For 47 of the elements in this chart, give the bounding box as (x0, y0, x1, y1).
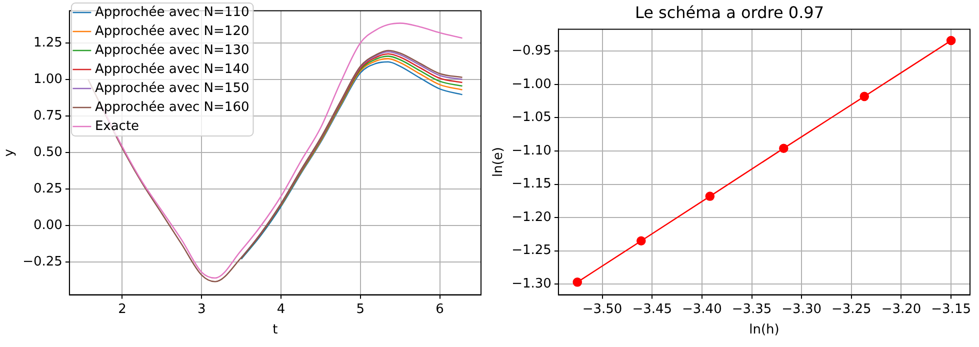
y-axis-title: ln(e) (491, 147, 506, 177)
y-axis-title: y (2, 148, 18, 157)
x-tick-label: −3.35 (732, 302, 772, 317)
line-series (280, 58, 463, 206)
legend-label: Exacte (94, 118, 140, 134)
x-tick-label: 5 (356, 302, 365, 317)
y-tick-label: −0.25 (22, 254, 62, 270)
x-tick-label: −3.40 (682, 302, 722, 317)
y-tick-label: 0.75 (33, 108, 62, 124)
x-tick-label: −3.15 (931, 302, 971, 317)
legend-label: Approchée avec N=160 (94, 100, 250, 115)
x-tick-label: −3.45 (632, 302, 672, 317)
legend-label: Approchée avec N=150 (94, 80, 250, 96)
y-tick-label: −1.20 (512, 210, 552, 225)
x-axis-title: t (272, 322, 278, 338)
point (636, 236, 646, 246)
x-tick-label: 2 (118, 302, 126, 317)
y-tick-label: 0.00 (33, 218, 62, 233)
x-axis-title: ln(h) (749, 322, 780, 338)
x-tick-label: 4 (276, 302, 286, 317)
y-tick-label: 0.25 (33, 181, 62, 196)
y-tick-label: −1.05 (512, 110, 552, 126)
y-tick-label: −1.30 (512, 276, 552, 292)
point (705, 192, 715, 201)
chart-title: Le schéma a ordre 0.97 (634, 2, 824, 22)
legend-label: Approchée avec N=130 (94, 42, 250, 58)
y-tick-label: −1.10 (512, 143, 552, 158)
y-tick-label: 1.25 (33, 35, 62, 50)
y-tick-label: −0.95 (512, 44, 552, 59)
x-tick-label: −3.50 (582, 302, 622, 317)
legend-label: Approchée avec N=110 (94, 4, 250, 20)
x-tick-label: 6 (436, 302, 444, 317)
x-tick-label: 3 (197, 302, 206, 317)
point (572, 278, 582, 287)
x-tick-label: −3.30 (782, 302, 822, 317)
y-tick-label: 0.50 (33, 144, 62, 160)
point (946, 36, 956, 46)
y-tick-label: −1.25 (512, 243, 552, 258)
point (860, 92, 870, 102)
y-tick-label: 1.00 (33, 72, 62, 87)
point (779, 144, 788, 154)
y-tick-label: −1.00 (512, 76, 552, 92)
legend-label: Approchée avec N=120 (94, 24, 250, 39)
legend-label: Approchée avec N=140 (94, 62, 250, 77)
y-tick-label: −1.15 (512, 176, 552, 192)
x-tick-label: −3.20 (881, 302, 922, 317)
x-tick-label: −3.25 (831, 302, 872, 317)
